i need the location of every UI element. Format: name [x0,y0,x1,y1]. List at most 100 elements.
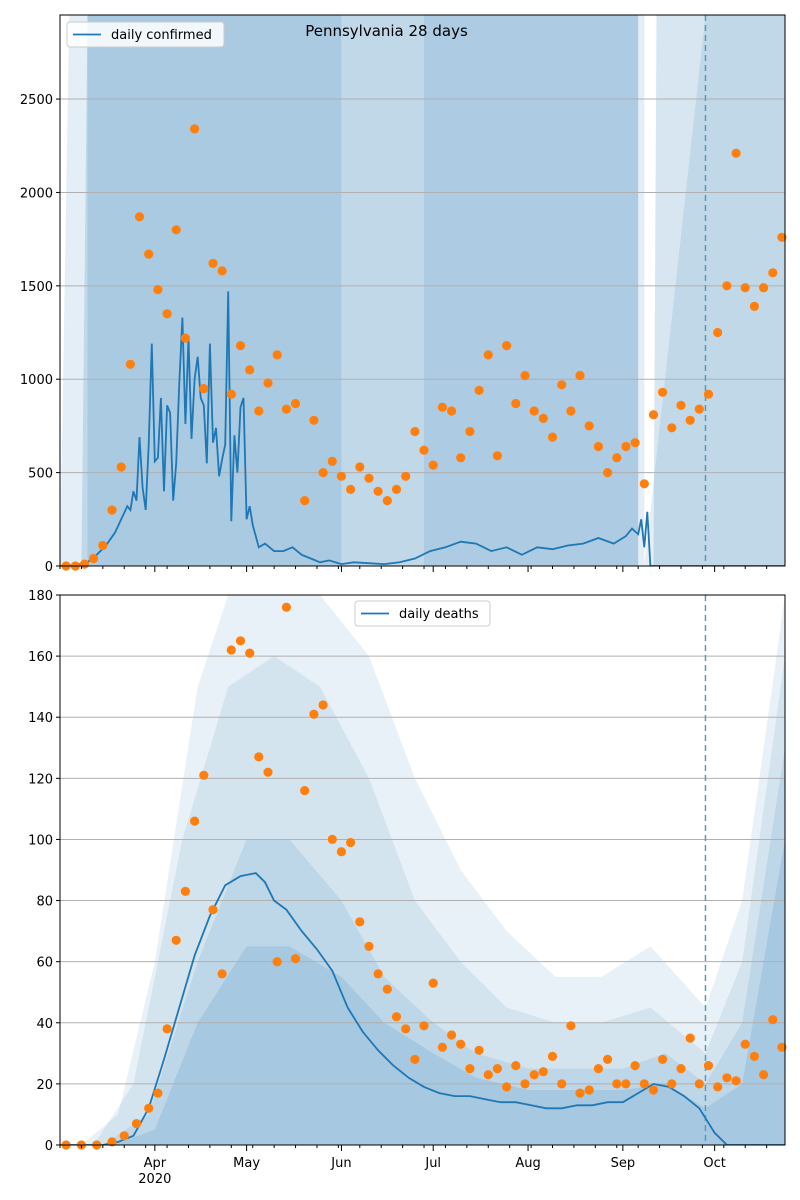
confirmed-data-point [263,378,273,388]
deaths-data-point [437,1042,447,1052]
deaths-data-point [529,1070,539,1080]
deaths-data-point [511,1061,521,1071]
confirmed-data-point [419,445,429,455]
confirmed-data-point [621,441,631,452]
deaths-data-point [648,1085,659,1095]
confirmed-y-tick-label: 1000 [20,373,53,388]
confirmed-data-point [318,468,328,478]
deaths-legend: daily deaths [354,600,491,627]
deaths-data-point [226,645,236,655]
confirmed-data-point [290,398,301,409]
confirmed-data-point [272,350,282,360]
deaths-y-tick-label: 100 [28,833,53,848]
deaths-x-tick-label: Jun [330,1156,351,1171]
confirmed-data-point [254,406,264,416]
confirmed-data-point [529,406,539,416]
confirmed-data-point [245,365,255,375]
deaths-data-point [703,1061,714,1071]
deaths-data-point [144,1103,154,1113]
confirmed-y-tick-label: 500 [28,467,53,482]
confirmed-data-point [603,468,613,478]
deaths-data-point [208,905,218,915]
deaths-data-point [254,752,264,762]
deaths-data-point [382,984,392,994]
deaths-data-point [492,1064,502,1074]
deaths-data-point [575,1088,585,1098]
confirmed-data-point [777,232,787,242]
deaths-data-point [290,954,301,964]
deaths-data-point [119,1131,129,1141]
confirmed-data-point [447,406,457,416]
deaths-x-tick-label: Jul [424,1156,441,1171]
confirmed-data-point [749,301,760,311]
confirmed-line [60,291,785,566]
deaths-y-tick-label: 140 [28,711,53,726]
confirmed-y-tick-label: 1500 [20,280,53,295]
confirmed-data-point [694,404,704,414]
confirmed-data-point [437,402,447,412]
deaths-data-point [419,1021,429,1031]
confirmed-data-point [309,415,319,425]
confirmed-data-point [208,258,218,268]
deaths-data-point [245,648,255,658]
confirmed-data-point [557,380,567,390]
deaths-legend-label: daily deaths [399,607,479,622]
deaths-x-ticks: Apr May Jun Jul Aug Sep Oct [59,1145,768,1171]
deaths-data-point [327,834,337,845]
confirmed-data-point [483,350,493,360]
deaths-data-point [318,700,328,710]
confirmed-data-point [144,249,154,259]
deaths-y-ticks: 0 20 40 60 80 100 120 140 160 180 [28,589,60,1154]
deaths-data-point [740,1039,750,1049]
deaths-y-tick-label: 60 [36,956,53,971]
confirmed-data-point [520,370,530,381]
confirmed-data-point [676,400,686,410]
confirmed-data-point [511,398,521,409]
deaths-y-tick-label: 160 [28,650,53,665]
deaths-data-point [658,1054,668,1064]
deaths-data-point [768,1015,778,1025]
deaths-data-point [190,816,200,826]
deaths-band-2 [102,747,785,1145]
confirmed-data-point [658,387,668,397]
chart-title: Pennsylvania 28 days [305,22,468,40]
confirmed-data-point [355,462,365,472]
deaths-data-point [603,1054,613,1064]
deaths-data-point [502,1082,512,1092]
deaths-x-tick-label: Apr [144,1156,167,1171]
confirmed-data-point [593,441,604,452]
deaths-data-point [676,1064,686,1074]
confirmed-data-point [98,540,108,551]
deaths-panel: 0 20 40 60 80 100 120 140 160 180 Apr May Jun Jul Aug… [28,589,787,1187]
confirmed-data-point [162,309,172,319]
deaths-data-point [566,1021,576,1031]
deaths-data-point [777,1042,787,1052]
deaths-data-point [713,1082,723,1092]
deaths-data-point [694,1079,704,1089]
deaths-data-point [667,1079,677,1089]
confirmed-data-point [346,484,356,494]
confirmed-data-point [217,266,227,276]
deaths-x-tick-label: May [233,1156,260,1171]
confirmed-data-point [190,124,200,134]
confirmed-data-point [382,496,392,506]
deaths-y-tick-label: 120 [28,772,53,787]
deaths-data-point [722,1073,732,1083]
deaths-y-tick-label: 180 [28,589,53,604]
confirmed-data-point [171,225,181,235]
confirmed-x-ticks [59,566,768,572]
confirmed-y-tick-label: 2000 [20,186,53,201]
deaths-data-point [235,636,246,646]
deaths-data-point [749,1051,760,1061]
deaths-data-point [538,1067,548,1077]
confirmed-band-1 [81,15,639,566]
deaths-axes-frame [59,594,786,1146]
deaths-data-point [300,786,310,796]
confirmed-axes-frame [59,14,786,567]
deaths-data-point [180,886,190,897]
confirmed-data-point [667,423,677,433]
confirmed-data-point [722,281,732,291]
confirmed-data-point [538,413,548,423]
deaths-data-point [685,1033,695,1043]
